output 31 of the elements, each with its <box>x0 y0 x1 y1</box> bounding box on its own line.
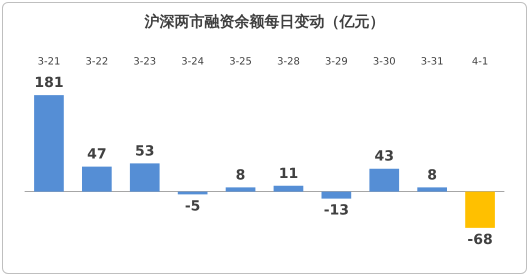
chart-title: 沪深两市融资余额每日变动（亿元） <box>144 12 384 30</box>
bar <box>178 192 208 194</box>
data-label: 11 <box>278 166 298 182</box>
data-label: 53 <box>135 143 154 160</box>
bar <box>465 192 495 228</box>
bar <box>322 192 352 199</box>
bar <box>226 187 256 192</box>
x-tick-label: 3-31 <box>420 56 444 68</box>
x-tick-label: 4-1 <box>472 56 488 68</box>
bar <box>130 163 160 192</box>
bar <box>274 186 304 192</box>
bar <box>82 166 112 192</box>
x-tick-label: 3-24 <box>181 56 204 68</box>
x-tick-label: 3-30 <box>372 56 396 68</box>
bar <box>369 168 400 192</box>
x-tick-label: 3-25 <box>229 56 252 68</box>
data-label: 43 <box>374 148 394 165</box>
data-label: 8 <box>236 167 246 184</box>
data-label: -68 <box>467 232 493 248</box>
x-tick-label: 3-21 <box>38 56 60 68</box>
data-label: 47 <box>87 146 107 163</box>
data-label: -5 <box>184 198 200 214</box>
data-label: 8 <box>427 167 438 184</box>
x-tick-label: 3-23 <box>133 56 156 68</box>
x-tick-label: 3-22 <box>86 56 108 68</box>
bar <box>34 95 64 192</box>
data-label: -13 <box>324 202 349 219</box>
x-tick-label: 3-29 <box>325 56 348 68</box>
x-tick-label: 3-28 <box>277 56 300 68</box>
bar <box>417 187 447 192</box>
data-label: 181 <box>34 75 64 92</box>
